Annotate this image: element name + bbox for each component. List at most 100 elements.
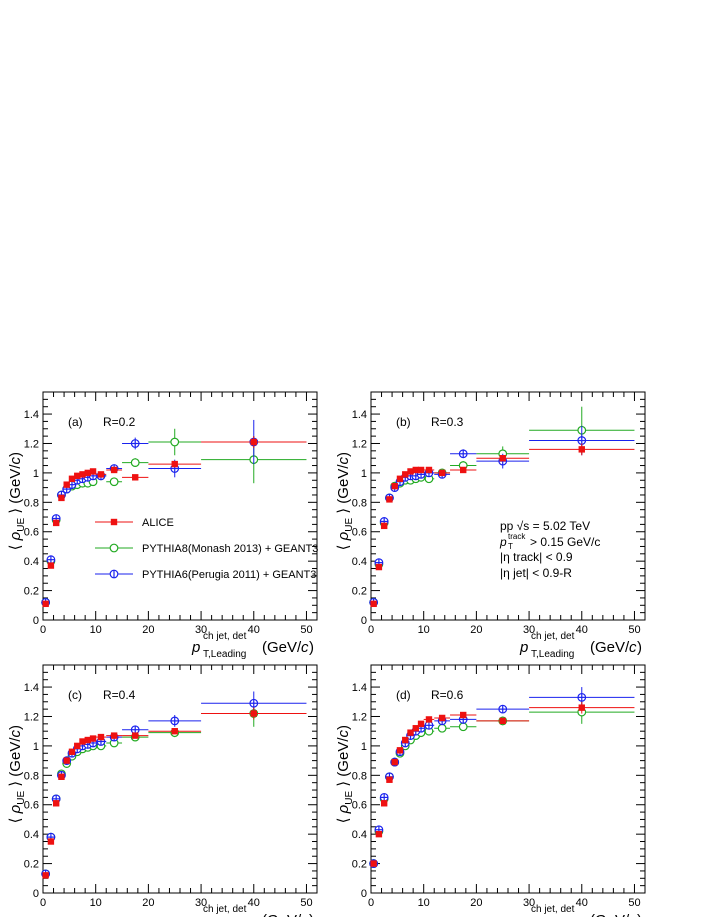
data-point [391,758,398,766]
panel-label: (a) [68,415,83,429]
plot-frame [370,664,646,894]
marker-square [63,757,70,764]
marker-square [380,522,388,530]
y-tick-label: 1.2 [24,711,39,723]
x-title-sup: ch jet, det [203,904,247,915]
marker-square [396,747,404,754]
data-point [396,475,404,482]
data-point [391,482,398,490]
panel-r06: 0 10 20 30 40 50 0 0.2 0.4 0.6 0.8 1 1.2 1.4 ⟨ ρUE ⟩ (… [335,664,646,917]
marker-square [79,738,86,745]
y-tick-label: 0.4 [24,556,39,568]
y-title-sub: UE [344,518,355,532]
x-tick-label: 10 [418,624,430,636]
x-title-p: p [191,639,200,656]
x-title-unit-c: c [301,912,309,917]
y-tick-label: 0.6 [24,800,39,812]
info-pt-sub: T [508,542,513,551]
y-tick-label: 1.4 [352,682,367,694]
series-alice [42,707,307,879]
x-tick-label: 0 [368,897,374,909]
x-tick-label: 30 [523,897,535,909]
y-title-bracket: ⟨ [335,540,352,550]
data-point [89,735,97,742]
marker-square [402,471,409,478]
x-title-unit-close: ) [637,912,642,917]
marker-square [68,748,76,755]
y-tick-label: 0 [33,888,39,900]
data-point [122,474,149,481]
data-point [148,727,202,735]
info-track-eta: |η track| < 0.9 [500,550,573,564]
data-point [423,716,435,723]
marker-square [578,704,585,711]
x-tick-label: 50 [628,897,640,909]
x-title-sub: T,Leading [531,649,574,660]
marker-open-circle [458,722,468,732]
data-point [402,471,409,478]
marker-open-circle [170,437,180,447]
legend-marker [109,543,119,553]
data-point [417,720,425,728]
data-point [148,460,202,468]
data-point [122,458,149,468]
data-point [106,477,123,487]
data-point [74,742,81,750]
data-point [370,860,377,867]
radius-label: R=0.6 [431,688,464,702]
y-title-rho: ρ [335,531,352,541]
y-tick-label: 1 [33,741,39,753]
x-title-sup: ch jet, det [531,631,575,642]
y-tick-label: 1 [361,741,367,753]
data-point [84,469,91,477]
data-point [380,522,388,530]
y-title-rho: ρ [7,531,24,541]
y-title-c: c [335,730,352,738]
series-pythia8 [369,700,635,868]
data-point [434,723,451,733]
panel-label: (d) [396,688,411,702]
marker-square [407,729,414,736]
info-pt: p [499,535,507,549]
y-title-unit: ⟩ (GeV/ [7,464,24,518]
marker-square [380,800,388,807]
info-jet-eta: |η jet| < 0.9-R [500,566,572,580]
y-tick-label: 0.8 [24,497,39,509]
marker-square [58,494,65,502]
marker-square [391,758,398,766]
data-point [122,732,149,739]
marker-square [250,438,257,446]
legend-item-pythia6: PYTHIA6(Perugia 2011) + GEANT3 [95,569,316,581]
marker-square [42,600,49,608]
x-title-unit-close: ) [309,639,314,656]
data-point [450,466,477,474]
plot-frame [42,391,318,621]
x-title-sup: ch jet, det [203,631,247,642]
data-point [52,800,60,807]
y-tick-label: 1.4 [24,409,39,421]
data-point [201,691,307,716]
marker-open-circle [437,723,447,733]
data-point [122,725,149,735]
data-point [84,736,91,744]
marker-square [84,736,91,744]
data-point [47,838,55,845]
data-point [63,757,70,764]
y-tick-label: 1.4 [352,409,367,421]
marker-square [132,732,139,739]
y-axis-title: ⟨ ρUE ⟩ (GeV/c) [335,452,355,550]
data-point [370,600,377,608]
data-point [412,725,419,732]
radius-label: R=0.4 [103,688,136,702]
x-title-unit-close: ) [309,912,314,917]
data-point [79,471,86,478]
y-tick-label: 0.2 [24,859,39,871]
x-tick-label: 10 [90,897,102,909]
y-title-bracket: ⟨ [7,813,24,823]
data-point [434,714,451,722]
y-tick-label: 0.8 [352,497,367,509]
x-tick-label: 20 [142,897,154,909]
marker-square [89,735,97,742]
